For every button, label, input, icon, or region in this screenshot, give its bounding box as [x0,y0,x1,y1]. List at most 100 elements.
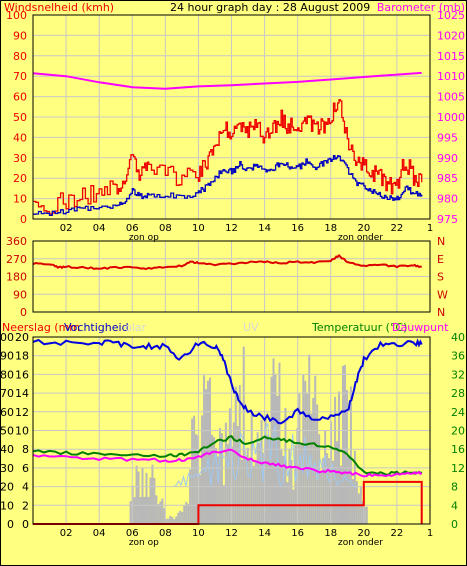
wind-tick-label: 70 [13,70,27,83]
solar-axis-label: olar [125,321,147,334]
rain-tick-label: 14 [15,387,29,400]
hour-tick-label: 04 [93,528,106,539]
direction-tick-label: 180 [6,271,27,284]
barometer-tick-label: 1015 [437,50,465,63]
compass-tick-label: W [437,288,448,301]
rain-tick-label: 2 [22,499,29,512]
hour-tick-label: 08 [159,223,172,234]
barometer-tick-label: 1010 [437,70,465,83]
wind-tick-label: 10 [13,193,27,206]
hour-tick-label: 16 [291,528,304,539]
temperature-tick-label: 28 [451,387,465,400]
barometer-tick-label: 980 [437,193,458,206]
hour-tick-label: 06 [126,528,139,539]
wind-tick-label: 40 [13,131,27,144]
barometer-tick-label: 985 [437,172,458,185]
humidity-axis-label: Vochtigheid [64,321,129,334]
barometer-tick-label: 1005 [437,91,465,104]
barometer-axis-label: Barometer (mb) [377,1,465,14]
sunset-label: zon onder [338,233,383,243]
rain-tick-label: 16 [15,368,29,381]
temperature-tick-label: 36 [451,350,465,363]
temperature-tick-label: 12 [451,462,465,475]
barometer-line [32,71,422,90]
rain-tick-label: 6 [22,462,29,475]
hour-tick-label: 16 [291,223,304,234]
dewpoint-axis-label: Dauwpunt [392,321,449,334]
hour-tick-label: 04 [93,223,106,234]
hour-tick-label: 18 [324,528,337,539]
humidity-line [32,338,423,425]
hour-tick-label: 12 [225,223,238,234]
sunset-label: zon onder [338,538,383,548]
humidity-tick-label: 70 [0,387,14,400]
rain-tick-label: 8 [22,443,29,456]
temperature-tick-label: 4 [451,499,458,512]
hour-tick-label: 20 [357,223,370,234]
hour-tick-label: 22 [391,528,404,539]
rain-axis-label: Neerslag (mm [2,321,80,334]
hour-tick-label: 10 [192,223,205,234]
sunrise-label: zon op [129,538,159,548]
rain-tick-label: 4 [22,481,29,494]
wind-average-line [33,155,423,216]
temperature-tick-label: 24 [451,406,465,419]
temperature-axis-label: Temperatuur (°C) [311,321,407,334]
humidity-tick-label: 40 [0,443,14,456]
humidity-tick-label: 30 [0,462,14,475]
hour-tick-label: 10 [192,528,205,539]
wind-tick-label: 0 [20,213,27,226]
hour-tick-label: 18 [324,223,337,234]
direction-tick-label: 90 [13,288,27,301]
hour-tick-label: 22 [391,223,404,234]
wind-speed-axis-label: Windsnelheid (kmh) [4,1,114,14]
humidity-tick-label: 20 [0,481,14,494]
hour-tick-label: 14 [258,528,271,539]
hour-tick-label: 20 [357,528,370,539]
wind-tick-label: 20 [13,172,27,185]
barometer-tick-label: 1020 [437,29,465,42]
barometer-tick-label: 990 [437,152,458,165]
barometer-tick-label: 975 [437,213,458,226]
humidity-tick-label: 0 [7,518,14,531]
wind-tick-label: 80 [13,50,27,63]
rain-tick-label: 20 [15,331,29,344]
hour-tick-label: 1 [427,223,433,234]
wind-tick-label: 60 [13,91,27,104]
barometer-tick-label: 1000 [437,111,465,124]
compass-tick-label: N [437,306,445,319]
humidity-tick-label: 60 [0,406,14,419]
chart-title: 24 hour graph day : 28 August 2009 [170,1,370,14]
hour-tick-label: 12 [225,528,238,539]
hour-tick-label: 1 [427,528,433,539]
hour-tick-label: 02 [60,528,73,539]
temperature-line [32,435,423,476]
temperature-tick-label: 40 [451,331,465,344]
panel-border [32,14,431,220]
wind-tick-label: 50 [13,111,27,124]
panel-border [32,240,431,313]
direction-tick-label: 270 [6,253,27,266]
humidity-tick-label: 100 [0,331,14,344]
hour-tick-label: 08 [159,528,172,539]
temperature-tick-label: 0 [451,518,458,531]
rain-tick-label: 10 [15,425,29,438]
humidity-tick-label: 80 [0,368,14,381]
humidity-tick-label: 50 [0,425,14,438]
compass-tick-label: E [437,253,444,266]
hour-tick-label: 06 [126,223,139,234]
wind-tick-label: 90 [13,29,27,42]
panel-border [32,336,431,525]
wind-tick-label: 30 [13,152,27,165]
wind-tick-label: 100 [6,9,27,22]
humidity-tick-label: 10 [0,499,14,512]
rain-tick-label: 18 [15,350,29,363]
rain-tick-label: 12 [15,406,29,419]
wind-direction-line [32,253,422,271]
temperature-tick-label: 8 [451,481,458,494]
temperature-tick-label: 32 [451,368,465,381]
uv-axis-label: UV [243,321,259,334]
